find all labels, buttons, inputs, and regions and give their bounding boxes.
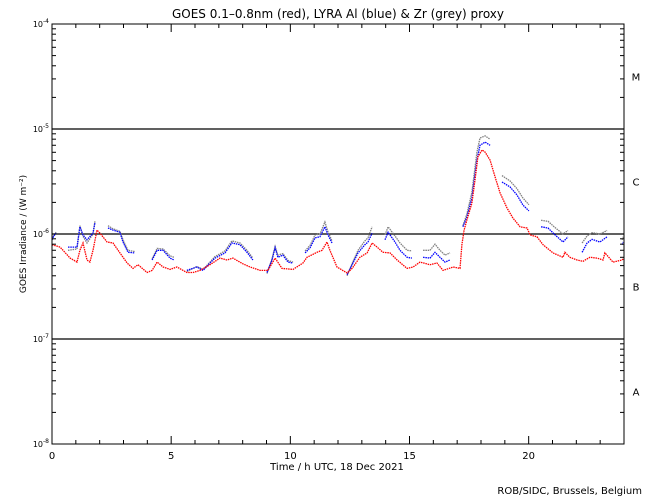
series-line-lyra-al-proxy (384, 230, 413, 259)
series-line-lyra-al-proxy (107, 227, 135, 254)
series-line-lyra-zr-proxy (501, 175, 530, 206)
series-line-lyra-zr-proxy (462, 135, 491, 226)
series-line-lyra-zr-proxy (186, 240, 254, 272)
series-line-lyra-zr-proxy (346, 226, 373, 277)
tick-labels: 0 5 10 15 20 10-4 10-5 10-6 10-7 10-8 M C B A (33, 18, 640, 462)
series-line-lyra-al-proxy (540, 226, 569, 243)
chart-title: GOES 0.1–0.8nm (red), LYRA Al (blue) & Z… (172, 7, 504, 21)
series-line-lyra-zr-proxy (541, 219, 569, 235)
series-line-lyra-al-proxy (151, 249, 175, 261)
series-line-lyra-al-proxy (462, 141, 491, 228)
x-tick-label: 10 (284, 451, 297, 462)
x-tick-label: 15 (403, 451, 416, 462)
series-line-lyra-zr-proxy (304, 220, 333, 252)
flare-class-label: M (632, 73, 641, 84)
x-axis-label: Time / h UTC, 18 Dec 2021 (269, 462, 404, 473)
flare-class-label: A (633, 388, 640, 399)
series-line-lyra-al-proxy (423, 251, 451, 263)
flare-class-label: B (633, 283, 640, 294)
series-line-lyra-zr-proxy (266, 244, 294, 274)
series-line-lyra-al-proxy (186, 242, 254, 272)
y-tick-label: 10-7 (33, 333, 49, 344)
axis-ticks (51, 24, 625, 445)
class-boundary-lines (52, 128, 624, 340)
series-line-lyra-al-proxy (346, 232, 373, 275)
y-tick-label: 10-4 (33, 18, 49, 29)
flare-class-label: C (633, 178, 640, 189)
series-line-lyra-zr-proxy (423, 243, 451, 256)
series-line-lyra-zr-proxy (151, 247, 175, 260)
series-line-lyra-zr-proxy (67, 221, 96, 251)
y-tick-label: 10-5 (33, 123, 49, 134)
credit-text: ROB/SIDC, Brussels, Belgium (497, 486, 642, 497)
series-line-lyra-al-proxy (304, 225, 333, 254)
series-line-lyra-zr-proxy (621, 236, 624, 240)
series-line-lyra-zr-proxy (384, 225, 412, 252)
x-tick-label: 0 (49, 451, 55, 462)
series-group (51, 135, 625, 277)
series-line-lyra-zr-proxy (581, 229, 608, 244)
x-tick-label: 5 (168, 451, 174, 462)
x-tick-label: 20 (522, 451, 535, 462)
series-line-lyra-al-proxy (68, 222, 96, 248)
series-line-goes-0-1-0-8nm (51, 149, 625, 274)
series-line-lyra-al-proxy (581, 236, 608, 253)
series-line-lyra-zr-proxy (107, 225, 136, 253)
y-axis-label: GOES Irradiance / (W m⁻²) (19, 175, 29, 293)
y-tick-label: 10-8 (33, 438, 49, 449)
y-tick-label: 10-6 (33, 228, 49, 239)
